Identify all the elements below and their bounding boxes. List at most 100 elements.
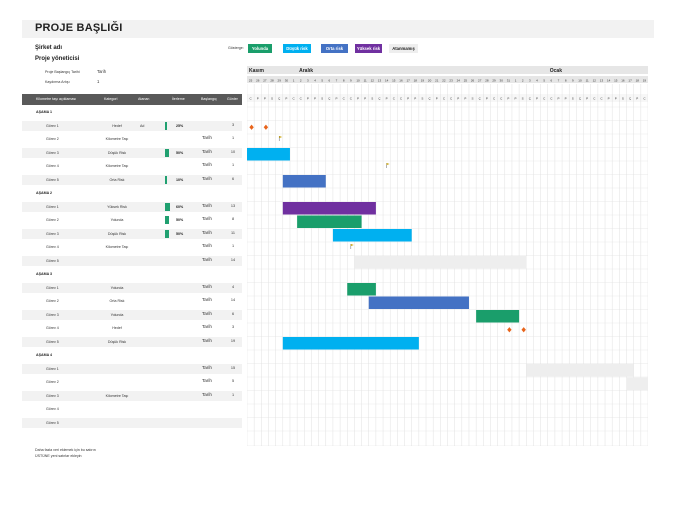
progress-bar: [165, 121, 167, 130]
day-number: 27: [478, 79, 482, 83]
day-letter: P: [457, 97, 459, 101]
day-number: 2: [522, 79, 524, 83]
task-name: Görev 3: [46, 393, 59, 398]
day-number: 3: [307, 79, 309, 83]
blank-row[interactable]: [22, 431, 242, 441]
day-letter: P: [464, 97, 466, 101]
day-number: 16: [621, 79, 625, 83]
col-header-assignee: Atanan: [138, 97, 150, 101]
day-number: 26: [471, 79, 475, 83]
day-letter: P: [414, 97, 416, 101]
section-row[interactable]: AŞAMA 3: [22, 269, 242, 279]
task-row[interactable]: Görev 2 Kilometre Taşı Tarih 1: [22, 134, 242, 144]
task-row[interactable]: Görev 2 Orta Risk Tarih 14: [22, 296, 242, 306]
milestone-flag: [350, 244, 354, 246]
task-row[interactable]: Görev 5: [22, 417, 242, 428]
day-number: 6: [329, 79, 331, 83]
task-name: Görev 2: [46, 218, 59, 222]
task-row[interactable]: Görev 3 Düşük Risk 50% Tarih 11: [22, 228, 242, 239]
day-number: 16: [399, 79, 403, 83]
scroll-increment-value[interactable]: 1: [97, 79, 100, 84]
task-category: Hedef: [112, 123, 122, 128]
task-row[interactable]: Görev 2 Tarih 5: [22, 377, 242, 387]
day-number: 23: [449, 79, 453, 83]
task-row[interactable]: Görev 5 Düşük Risk Tarih 19: [22, 336, 242, 347]
day-number: 12: [593, 79, 597, 83]
section-row[interactable]: AŞAMA 4: [22, 350, 242, 360]
day-letter: P: [386, 97, 388, 101]
task-days: 4: [231, 284, 235, 289]
day-letter: C: [292, 97, 295, 101]
task-start-date: Tarih: [202, 135, 212, 140]
task-days: 3: [231, 122, 235, 127]
task-row[interactable]: Görev 3 Yolunda Tarih 6: [22, 309, 242, 320]
day-letter: P: [336, 97, 338, 101]
task-row[interactable]: Görev 4: [22, 404, 242, 414]
day-letter: P: [608, 97, 610, 101]
legend-label: Gösterge:: [228, 46, 244, 50]
task-days: 13: [230, 203, 236, 208]
gantt-bar: [282, 202, 376, 215]
day-letter: C: [600, 97, 603, 101]
day-number: 1: [293, 79, 295, 83]
start-date-value[interactable]: Tarih: [97, 69, 107, 74]
section-title: AŞAMA 3: [36, 272, 53, 276]
day-letter: P: [515, 97, 517, 101]
day-number: 30: [285, 79, 289, 83]
day-number: 20: [428, 79, 432, 83]
day-number: 22: [442, 79, 446, 83]
task-name: Görev 5: [46, 420, 59, 425]
task-row[interactable]: Görev 4 Kilometre Taşı Tarih 1: [22, 161, 242, 171]
legend-item-1: Yolunda: [248, 44, 272, 53]
project-manager[interactable]: Proje yöneticisi: [35, 56, 80, 62]
day-letter: C: [350, 97, 353, 101]
task-row[interactable]: Görev 1 Hedef Ad 25% 3: [22, 120, 242, 131]
task-start-date: Tarih: [202, 324, 212, 329]
progress-value: 50%: [176, 150, 184, 155]
task-name: Görev 4: [46, 407, 59, 411]
gantt-bar: [368, 296, 469, 309]
task-row[interactable]: Görev 1 Yolunda Tarih 4: [22, 282, 242, 293]
task-name: Görev 5: [46, 258, 59, 263]
task-row[interactable]: Görev 1 Yüksek Risk 60% Tarih 13: [22, 201, 242, 212]
task-days: 5: [231, 379, 235, 383]
task-row[interactable]: Görev 5 Orta Risk 10% Tarih 6: [22, 174, 242, 185]
day-number: 13: [600, 79, 604, 83]
company-name[interactable]: Şirket adı: [35, 45, 63, 51]
task-category: Yüksek Risk: [107, 204, 127, 209]
day-number-strip: [247, 76, 648, 83]
task-row[interactable]: Görev 3 Kilometre Taşı Tarih 1: [22, 390, 242, 401]
col-header-progress: İlerleme: [172, 97, 185, 101]
task-row[interactable]: Görev 2 Yolunda 50% Tarih 8: [22, 215, 242, 225]
progress-bar: [165, 148, 169, 157]
day-letter: P: [357, 97, 359, 101]
task-start-date: Tarih: [202, 310, 212, 316]
col-header-category: Kategori: [104, 97, 118, 101]
task-row[interactable]: Görev 1 Tarih 15: [22, 363, 242, 374]
task-row[interactable]: Görev 4 Hedef Tarih 3: [22, 323, 242, 333]
task-name: Görev 1: [46, 366, 59, 371]
milestone-flag: [386, 163, 390, 165]
day-number: 25: [249, 79, 253, 83]
day-letter: Ç: [579, 97, 582, 101]
task-category: Kilometre Taşı: [105, 393, 129, 398]
section-row[interactable]: AŞAMA 2: [22, 188, 242, 198]
day-number: 3: [529, 79, 531, 83]
month-label: Aralık: [299, 68, 313, 74]
day-number: 24: [457, 79, 461, 83]
day-letter: P: [565, 97, 567, 101]
day-letter: C: [593, 97, 596, 101]
day-number: 17: [406, 79, 410, 83]
milestone-flag: [279, 136, 283, 138]
day-letter: C: [343, 97, 346, 101]
footer-note-2: ÜSTÜNE yeni satırlar ekleyin: [35, 454, 82, 458]
task-category: Düşük Risk: [107, 231, 127, 236]
task-row[interactable]: Görev 5 Tarih 14: [22, 255, 242, 266]
task-row[interactable]: Görev 3 Düşük Risk 50% Tarih 10: [22, 147, 242, 158]
task-category: Orta Risk: [109, 299, 125, 303]
day-number: 8: [565, 79, 567, 83]
section-row[interactable]: AŞAMA 1: [22, 107, 242, 117]
task-start-date: Tarih: [202, 364, 212, 370]
task-row[interactable]: Görev 4 Kilometre Taşı Tarih 1: [22, 242, 242, 252]
task-name: Görev 5: [46, 339, 59, 344]
